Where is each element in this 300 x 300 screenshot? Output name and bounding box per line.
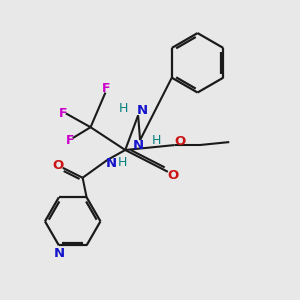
Text: O: O — [52, 159, 64, 172]
Text: N: N — [53, 247, 64, 260]
Text: N: N — [136, 104, 148, 117]
Text: O: O — [174, 135, 185, 148]
Text: N: N — [106, 158, 117, 170]
Text: F: F — [58, 107, 67, 120]
Text: F: F — [65, 134, 74, 147]
Text: F: F — [102, 82, 111, 95]
Text: O: O — [167, 169, 178, 182]
Text: H: H — [152, 134, 162, 147]
Text: H: H — [118, 156, 127, 170]
Text: N: N — [133, 139, 144, 152]
Text: H: H — [118, 102, 128, 115]
